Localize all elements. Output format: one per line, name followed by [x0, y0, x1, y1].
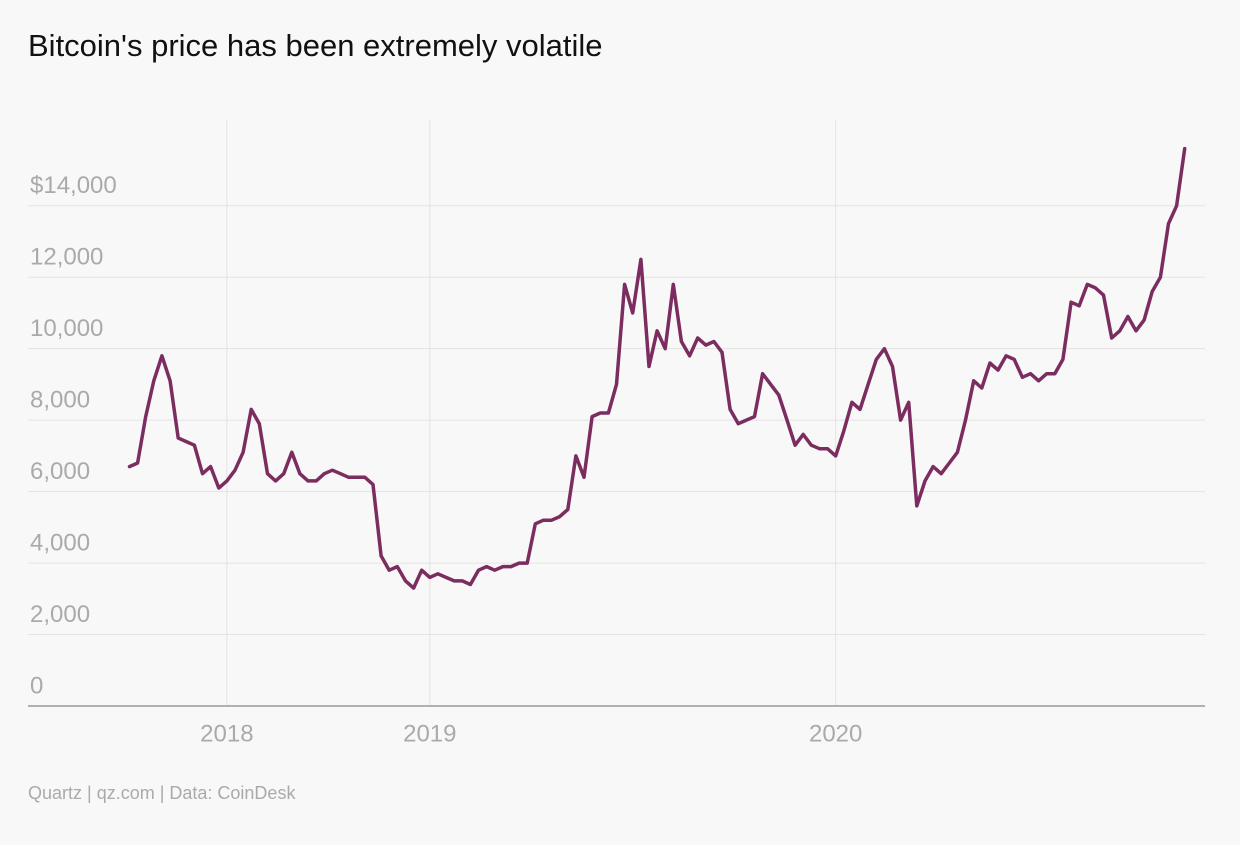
- y-tick-label: 6,000: [30, 458, 90, 485]
- x-tick-label: 2020: [809, 720, 862, 747]
- chart-title: Bitcoin's price has been extremely volat…: [28, 28, 603, 63]
- y-tick-label: 2,000: [30, 601, 90, 628]
- y-tick-label: 8,000: [30, 386, 90, 413]
- y-tick-label: 12,000: [30, 244, 103, 271]
- x-tick-label: 2018: [200, 720, 253, 747]
- source-note: Quartz | qz.com | Data: CoinDesk: [28, 783, 296, 803]
- y-tick-label: 0: [30, 672, 43, 699]
- price-line: [127, 146, 1187, 590]
- y-tick-label: 10,000: [30, 315, 103, 342]
- x-tick-label: 2019: [403, 720, 456, 747]
- y-tick-label: $14,000: [30, 172, 117, 199]
- y-tick-label: 4,000: [30, 529, 90, 556]
